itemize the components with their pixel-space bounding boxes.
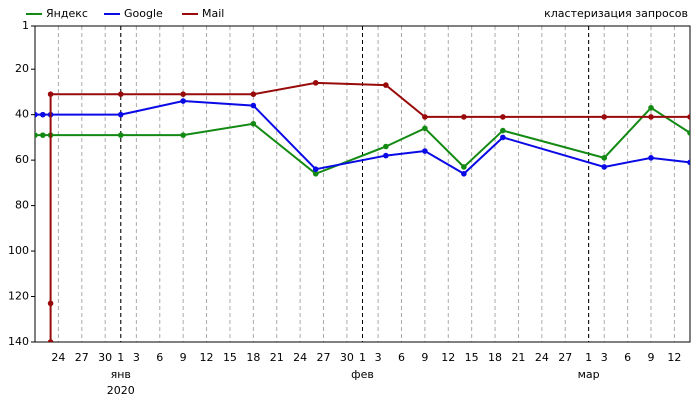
data-point xyxy=(422,125,428,132)
x-year-label: 2020 xyxy=(107,384,135,397)
data-point xyxy=(47,91,54,98)
x-tick-label: 6 xyxy=(624,351,631,364)
data-point xyxy=(601,155,608,161)
data-point xyxy=(117,111,124,118)
data-point xyxy=(383,152,389,159)
x-tick-label: 30 xyxy=(98,351,112,364)
y-tick-label: 120 xyxy=(8,290,29,303)
x-tick-label: 9 xyxy=(648,351,655,364)
x-month-label: фев xyxy=(351,368,374,381)
legend-label: Яндекс xyxy=(46,7,88,20)
x-tick-label: 9 xyxy=(180,351,187,364)
y-tick-label: 40 xyxy=(15,108,29,121)
y-tick-label: 60 xyxy=(15,153,29,166)
x-tick-label: 3 xyxy=(601,351,608,364)
series-line xyxy=(49,81,690,342)
x-tick-label: 12 xyxy=(667,351,681,364)
data-point xyxy=(687,114,690,120)
chart-title: кластеризация запросов xyxy=(544,7,688,20)
data-point xyxy=(47,339,54,342)
x-tick-label: 24 xyxy=(535,351,549,364)
x-tick-label: 9 xyxy=(421,351,428,364)
x-tick-label: 3 xyxy=(133,351,140,364)
data-point xyxy=(500,114,506,120)
x-tick-label: 18 xyxy=(246,351,260,364)
data-point xyxy=(35,132,38,138)
x-tick-label: 21 xyxy=(511,351,525,364)
x-month-label: янв xyxy=(111,368,131,381)
y-tick-label: 20 xyxy=(15,62,29,75)
x-tick-label: 15 xyxy=(223,351,237,364)
data-point xyxy=(461,164,467,170)
data-point xyxy=(383,82,389,88)
y-tick-label: 80 xyxy=(15,199,29,212)
data-point xyxy=(383,143,389,150)
data-point xyxy=(312,166,319,173)
data-point xyxy=(250,120,257,127)
data-point xyxy=(117,91,124,98)
data-point xyxy=(39,132,46,138)
x-tick-label: 1 xyxy=(117,351,124,364)
data-point xyxy=(180,132,186,138)
x-tick-label: 27 xyxy=(317,351,331,364)
series-line xyxy=(35,100,690,176)
data-point xyxy=(250,102,257,109)
data-point xyxy=(250,91,257,98)
data-point xyxy=(601,164,608,170)
x-tick-label: 3 xyxy=(375,351,382,364)
x-month-label: мар xyxy=(578,368,600,381)
data-point xyxy=(422,114,428,120)
x-tick-label: 27 xyxy=(75,351,89,364)
data-point xyxy=(500,134,506,141)
data-point xyxy=(180,98,186,104)
data-point xyxy=(461,170,467,177)
data-point xyxy=(648,114,654,120)
data-point xyxy=(601,114,608,120)
data-point xyxy=(39,111,46,118)
data-point xyxy=(312,170,319,177)
y-tick-label: 100 xyxy=(8,244,29,257)
data-point xyxy=(422,148,428,154)
x-tick-label: 6 xyxy=(156,351,163,364)
data-point xyxy=(648,105,654,111)
series-line xyxy=(35,106,690,175)
x-tick-label: 1 xyxy=(585,351,592,364)
y-tick-label: 1 xyxy=(22,19,29,32)
data-point xyxy=(180,91,186,98)
data-point xyxy=(687,130,690,136)
x-tick-label: 6 xyxy=(398,351,405,364)
x-tick-label: 27 xyxy=(558,351,572,364)
y-tick-label: 140 xyxy=(8,335,29,348)
x-tick-label: 12 xyxy=(200,351,214,364)
legend-label: Google xyxy=(124,7,163,20)
data-point xyxy=(687,159,690,166)
x-tick-label: 18 xyxy=(488,351,502,364)
data-point xyxy=(648,155,654,161)
legend-label: Mail xyxy=(202,7,224,20)
x-tick-label: 15 xyxy=(465,351,479,364)
data-point xyxy=(35,111,38,118)
data-point xyxy=(312,80,319,86)
x-tick-label: 24 xyxy=(51,351,65,364)
x-tick-label: 12 xyxy=(441,351,455,364)
data-point xyxy=(461,114,467,120)
x-tick-label: 1 xyxy=(359,351,366,364)
x-tick-label: 30 xyxy=(340,351,354,364)
x-tick-label: 21 xyxy=(270,351,284,364)
x-tick-label: 24 xyxy=(293,351,307,364)
data-point xyxy=(500,127,506,134)
data-point xyxy=(117,132,124,138)
data-point xyxy=(47,300,54,307)
plot-frame xyxy=(34,25,691,343)
